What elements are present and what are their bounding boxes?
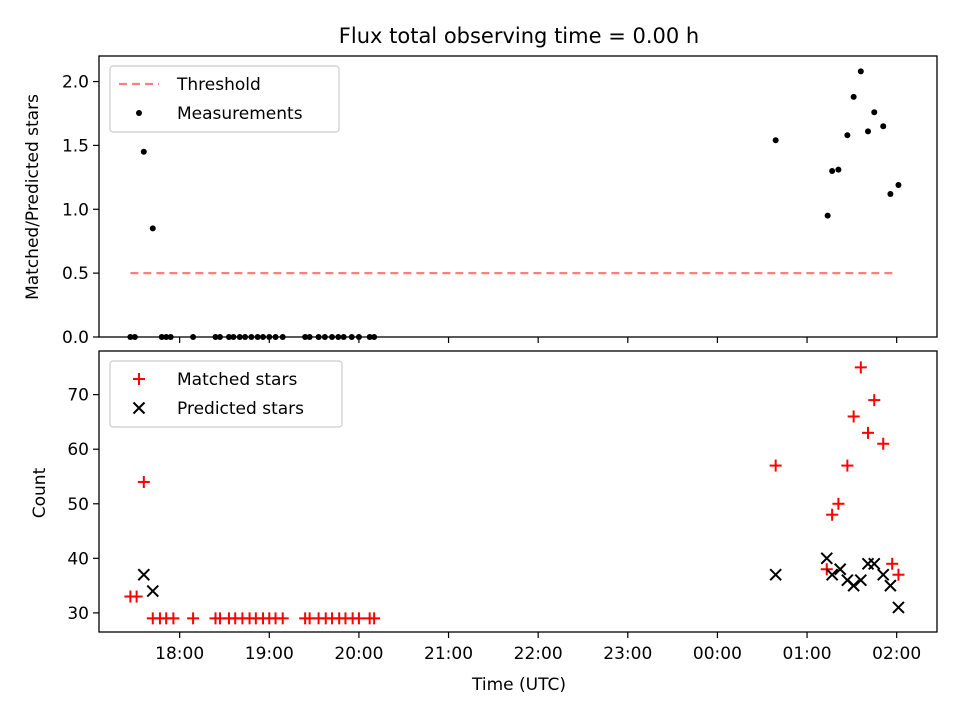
predicted-star-marker xyxy=(884,579,897,592)
measurement-point xyxy=(772,137,779,144)
bottom-y-tick-label: 50 xyxy=(67,495,89,515)
predicted-star-marker-b xyxy=(769,568,782,581)
measurement-point xyxy=(824,212,831,219)
measurement-point xyxy=(887,190,894,197)
matched-star-marker xyxy=(130,590,143,603)
matched-star-marker xyxy=(368,612,381,625)
predicted-star-marker xyxy=(868,557,881,571)
matched-star-marker xyxy=(841,459,854,472)
x-tick-label: 01:00 xyxy=(783,644,832,664)
predicted-star-marker-b xyxy=(820,552,833,565)
top-legend: Threshold Measurements xyxy=(109,65,340,133)
legend-measurement-swatch xyxy=(136,110,142,116)
x-tick-label: 02:00 xyxy=(872,644,921,664)
measurement-point xyxy=(835,166,842,173)
matched-star-marker xyxy=(769,459,782,472)
x-axis-label: Time (UTC) xyxy=(471,675,566,695)
matched-star-marker xyxy=(167,612,180,625)
legend-label: Predicted stars xyxy=(177,399,304,419)
x-tick-label: 21:00 xyxy=(424,644,473,664)
bottom-y-tick-label: 30 xyxy=(67,604,89,624)
x-tick-label: 19:00 xyxy=(245,644,294,664)
matched-star-marker xyxy=(826,508,839,521)
predicted-star-marker-b xyxy=(884,579,897,592)
measurement-point xyxy=(880,123,887,130)
bottom-y-axis-label: Count xyxy=(30,467,50,518)
predicted-star-marker-b xyxy=(841,573,854,587)
chart-title: Flux total observing time = 0.00 h xyxy=(339,24,699,48)
predicted-star-marker xyxy=(146,584,159,598)
x-tick-label: 22:00 xyxy=(514,644,563,664)
predicted-star-marker-b xyxy=(892,601,905,614)
bottom-y-tick-label: 70 xyxy=(67,386,89,406)
measurement-point xyxy=(140,148,147,155)
predicted-star-marker xyxy=(892,601,905,614)
matched-star-marker xyxy=(861,426,874,439)
bottom-y-tick-label: 60 xyxy=(67,440,89,460)
legend-label: Threshold xyxy=(176,75,261,95)
predicted-star-marker xyxy=(861,557,875,571)
predicted-star-marker-b xyxy=(825,568,839,581)
top-y-tick-label: 1.5 xyxy=(62,136,89,156)
predicted-star-marker-b xyxy=(137,568,151,581)
matched-star-marker xyxy=(276,612,289,625)
x-tick-label: 00:00 xyxy=(693,644,742,664)
bottom-axes-frame xyxy=(98,350,938,633)
top-y-tick-label: 0.0 xyxy=(62,328,89,348)
measurement-point xyxy=(871,109,878,116)
predicted-star-marker xyxy=(847,579,860,592)
legend-label: Measurements xyxy=(177,104,303,124)
matched-star-marker xyxy=(892,568,905,581)
matched-star-marker xyxy=(352,612,365,625)
legend-predicted-swatch-b xyxy=(132,401,146,415)
bottom-y-tick-label: 40 xyxy=(67,549,89,569)
matched-star-marker xyxy=(832,497,845,510)
predicted-star-marker xyxy=(833,563,847,576)
top-panel: Matched/Predicted stars 0.0 0.5 1.0 1.5 2.0 T… xyxy=(23,55,938,348)
top-y-tick-label: 1.0 xyxy=(62,200,89,220)
predicted-star-marker xyxy=(137,568,151,581)
top-axes-frame xyxy=(98,55,938,338)
predicted-star-marker xyxy=(825,568,839,581)
legend-label: Matched stars xyxy=(177,370,297,390)
matched-star-marker xyxy=(854,361,867,374)
measurement-point xyxy=(844,132,851,139)
measurement-point xyxy=(895,182,902,189)
top-legend-box xyxy=(109,65,340,133)
predicted-star-marker-b xyxy=(868,557,881,571)
matched-star-marker xyxy=(187,612,200,625)
measurement-point xyxy=(850,93,857,100)
measurement-point xyxy=(864,128,871,135)
predicted-star-marker-b xyxy=(833,563,847,576)
top-y-axis-label: Matched/Predicted stars xyxy=(23,94,43,300)
predicted-star-marker-b xyxy=(854,573,868,587)
matched-star-marker xyxy=(847,410,860,423)
predicted-star-marker xyxy=(877,568,890,581)
matched-star-marker xyxy=(868,394,881,407)
matched-star-marker xyxy=(877,437,890,450)
bottom-legend-box xyxy=(109,360,343,428)
measurement-point xyxy=(149,225,156,232)
predicted-star-marker-b xyxy=(877,568,890,581)
measurement-point xyxy=(829,167,836,174)
predicted-star-marker-b xyxy=(146,584,159,598)
x-tick-label: 20:00 xyxy=(334,644,383,664)
predicted-star-marker xyxy=(820,552,833,565)
predicted-star-marker xyxy=(854,573,868,587)
matched-star-marker xyxy=(886,557,899,570)
measurement-point xyxy=(857,68,864,75)
predicted-star-marker-b xyxy=(847,579,860,592)
bottom-panel: Count Time (UTC) 30 40 50 60 70 18:00 19:00 20:… xyxy=(30,350,938,695)
bottom-legend: Matched stars Predicted stars xyxy=(109,360,343,428)
x-tick-label: 18:00 xyxy=(155,644,204,664)
top-y-tick-label: 2.0 xyxy=(62,73,89,93)
predicted-star-marker xyxy=(769,568,782,581)
x-tick-label: 23:00 xyxy=(603,644,652,664)
top-y-tick-label: 0.5 xyxy=(62,264,89,284)
matched-star-marker xyxy=(137,475,150,488)
